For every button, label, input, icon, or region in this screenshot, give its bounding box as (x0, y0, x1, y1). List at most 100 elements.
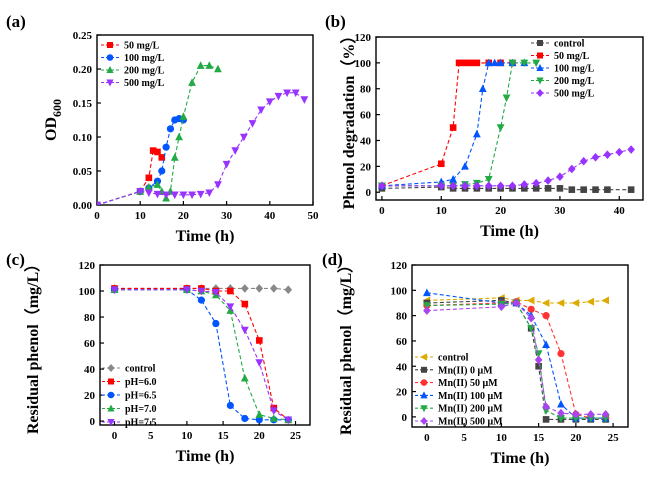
data-point (478, 84, 487, 93)
data-point (604, 186, 611, 193)
data-point (556, 299, 565, 307)
series-4 (378, 145, 635, 191)
data-point (255, 359, 264, 367)
data-point (231, 147, 240, 155)
data-point (212, 319, 220, 328)
legend-entry: pH=7.0 (125, 404, 157, 415)
x-tick-label: 10 (496, 432, 508, 444)
data-point (496, 58, 505, 67)
legend-entry: 500 mg/L (124, 78, 165, 89)
y-tick-label: 20 (396, 387, 408, 399)
legend-entry: Mn(II) 0 μM (438, 365, 493, 376)
data-point (269, 284, 278, 293)
data-point (300, 96, 309, 104)
data-point (467, 59, 475, 67)
series-line (114, 289, 289, 421)
data-layer (110, 284, 293, 425)
legend-entry: pH=6.0 (125, 377, 157, 388)
series-line (114, 289, 289, 421)
x-tick-label: 25 (290, 430, 302, 442)
data-point (541, 299, 550, 307)
legend-marker (537, 40, 543, 46)
data-point (496, 124, 505, 132)
legend-marker (107, 42, 113, 48)
legend-entry: 200 mg/L (124, 66, 165, 77)
data-point (226, 303, 235, 311)
legend-marker (107, 364, 115, 372)
data-point (490, 58, 499, 67)
legend-entry: control (554, 39, 585, 50)
y-tick-label: 100 (355, 58, 372, 70)
x-tick-label: 10 (135, 210, 147, 222)
y-tick-label: 0.25 (73, 30, 93, 42)
x-tick-label: 50 (308, 210, 320, 222)
legend-marker (107, 404, 115, 412)
data-point (145, 174, 153, 182)
x-tick-label: 10 (436, 205, 448, 217)
series-3 (378, 59, 541, 191)
data-point (542, 402, 550, 412)
data-point (568, 186, 576, 193)
series-0 (422, 294, 609, 307)
data-point (449, 181, 457, 191)
legend-entry: 200 mg/L (554, 76, 595, 87)
x-tick-label: 20 (495, 205, 507, 217)
data-point (214, 181, 222, 189)
data-point (257, 106, 266, 115)
data-point (532, 178, 540, 188)
data-point (158, 154, 166, 161)
x-tick-label: 20 (570, 432, 582, 444)
data-point (534, 350, 543, 358)
data-point (255, 410, 264, 418)
data-point (449, 175, 458, 183)
chart-panel-3: 0 5 10 15 20 25 0 20 40 60 80 100 120 Time (h) Residua… (322, 250, 629, 467)
y-axis-label: Residual phenol（mg/L） (24, 256, 42, 434)
data-point (423, 306, 431, 315)
legend-marker (536, 89, 544, 97)
legend-entry: 500 mg/L (554, 89, 595, 100)
y-tick-label: 0 (366, 187, 372, 199)
data-point (527, 313, 535, 323)
data-point (255, 284, 264, 293)
x-tick-label: 10 (181, 430, 193, 442)
data-point (580, 186, 587, 193)
legend: control pH=6.0 pH=6.5 pH=7.0 pH=7.5 (102, 364, 157, 429)
series-0 (97, 147, 166, 205)
x-tick-label: 25 (608, 432, 620, 444)
data-point (196, 190, 205, 199)
data-point (484, 176, 493, 184)
x-tick-label: 15 (533, 432, 545, 444)
data-point (144, 183, 153, 191)
panel-label: (c) (6, 250, 25, 269)
y-tick-label: 40 (396, 361, 408, 373)
data-point (211, 289, 220, 297)
y-tick-label: 0 (90, 416, 96, 428)
data-point (196, 61, 205, 69)
legend-entry: pH=7.5 (125, 418, 157, 429)
legend-marker (420, 379, 428, 386)
series-1 (111, 285, 292, 424)
series-line (426, 302, 606, 419)
y-tick-label: 0.20 (73, 64, 93, 76)
legend-marker (106, 66, 114, 73)
data-point (158, 167, 166, 175)
data-point (239, 133, 248, 142)
y-axis-label: Residual phenol（mg/L） (337, 257, 355, 435)
data-point (222, 160, 231, 169)
data-point (557, 408, 565, 418)
legend-entry: 50 mg/L (124, 41, 160, 52)
data-point (240, 326, 249, 335)
data-point (214, 64, 222, 73)
legend-marker (536, 64, 544, 71)
panel-label: (a) (6, 12, 26, 31)
data-point (437, 160, 445, 168)
y-tick-label: 40 (84, 364, 96, 376)
data-point (284, 416, 293, 425)
series-line (426, 299, 606, 420)
y-tick-label: 20 (360, 161, 372, 173)
series-4 (110, 286, 293, 425)
x-axis-label: Time (h) (491, 450, 550, 467)
y-tick-label: 0 (402, 412, 408, 424)
chart-panel-2: 0 5 10 15 20 25 0 20 40 60 80 100 120 Time (h) Residua… (6, 250, 311, 465)
